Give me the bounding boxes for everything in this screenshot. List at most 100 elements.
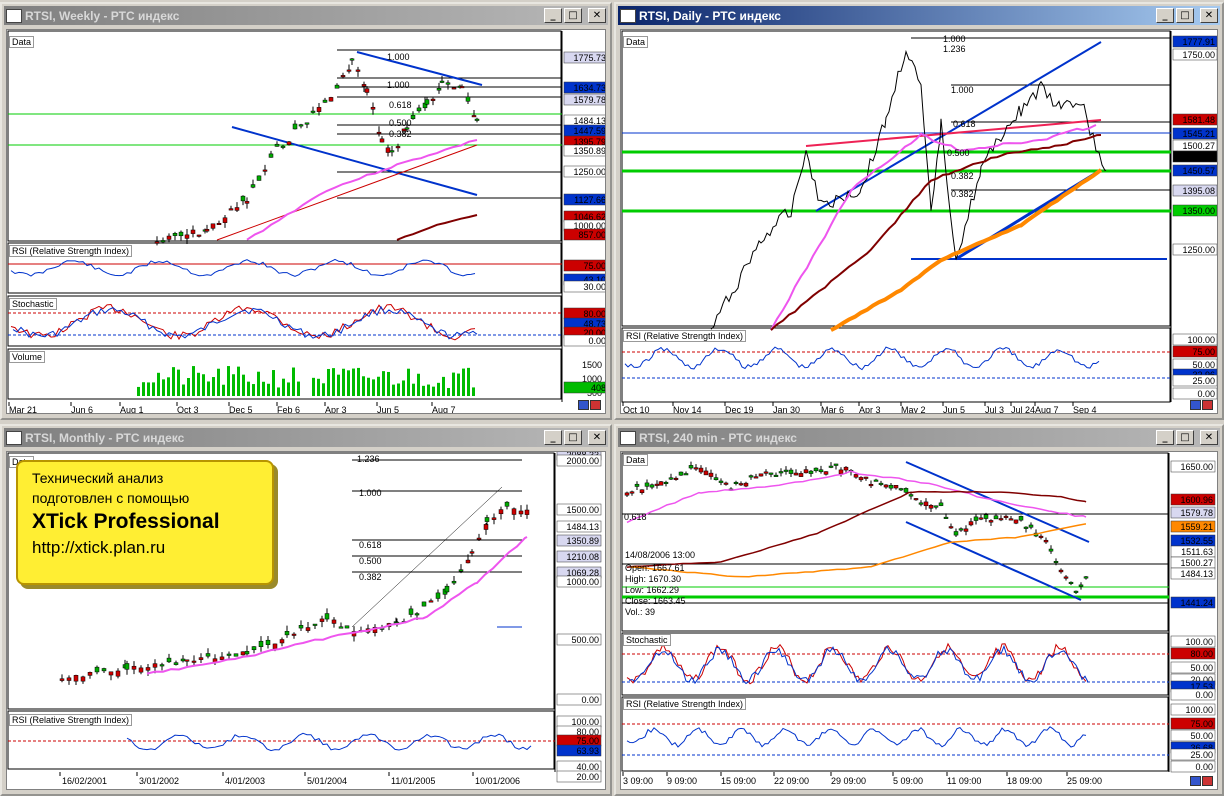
scroll-right-button[interactable] — [1202, 400, 1213, 410]
fib-label: 0.618 — [624, 512, 647, 522]
volume-bar — [212, 377, 215, 396]
price-tick-bg — [556, 454, 602, 467]
scroll-left-button[interactable] — [1190, 776, 1201, 786]
volume-bar — [407, 368, 410, 396]
min240-chart[interactable]: 0.618 1650.00 1600.96 1579.78 1559.21 1532.55… — [620, 451, 1218, 790]
weekly-window[interactable]: RTSI, Weekly - РТС индекс _ □ ✕ 1.000 1.0… — [0, 2, 612, 420]
scroll-left-button[interactable] — [578, 400, 589, 410]
weekly-candle — [316, 107, 322, 112]
weekly-candle — [160, 240, 166, 243]
volume-bar — [442, 376, 445, 396]
monthly-candle — [265, 639, 271, 645]
stoch-tick-bg — [1170, 635, 1216, 648]
min240-candle — [758, 473, 764, 477]
volume-bar — [252, 384, 255, 396]
close-button[interactable]: ✕ — [588, 430, 606, 445]
scroll-right-button[interactable] — [590, 400, 601, 410]
maximize-button[interactable]: □ — [1176, 8, 1194, 23]
volume-bar — [297, 381, 300, 396]
moving-average-maroon — [770, 134, 1102, 331]
monthly-candle — [166, 657, 172, 663]
min240-candle — [1068, 581, 1074, 584]
moving-average-orange — [830, 168, 1103, 332]
price-tick: 1000.00 — [566, 577, 599, 587]
weekly-chart[interactable]: 1.000 1.000 0.618 0.500 0.382 1775.73 1634.73 1… — [6, 29, 606, 414]
min240-candle — [783, 469, 789, 472]
date-tick: Jan 30 — [773, 405, 800, 414]
min240-candle — [913, 498, 919, 501]
maximize-button[interactable]: □ — [1176, 430, 1194, 445]
date-tick: Feb 6 — [277, 405, 300, 414]
weekly-titlebar[interactable]: RTSI, Weekly - РТС индекс _ □ ✕ — [4, 6, 608, 25]
daily-window[interactable]: RTSI, Daily - РТС индекс _ □ ✕ 1.000 1.23… — [614, 2, 1224, 420]
close-button[interactable]: ✕ — [1200, 8, 1218, 23]
date-tick: 18 09:00 — [1007, 776, 1042, 786]
price-tick: 1395.08 — [1182, 186, 1215, 196]
close-button[interactable]: ✕ — [1200, 430, 1218, 445]
minimize-button[interactable]: _ — [1156, 430, 1174, 445]
min240-candle — [818, 469, 824, 473]
panel-frame — [7, 348, 562, 400]
monthly-candle — [284, 631, 290, 636]
min240-window[interactable]: RTSI, 240 min - РТС индекс _ □ ✕ 0.618 16… — [614, 424, 1224, 796]
scroll-right-button[interactable] — [1202, 776, 1213, 786]
date-tick: Sep 4 — [1073, 405, 1097, 414]
volume-bar — [197, 372, 200, 396]
daily-chart[interactable]: 1.000 1.236 1.000 0.618 0.500 0.382 0.382 1777.… — [620, 29, 1218, 414]
panel-frame — [621, 696, 1169, 772]
price-tick: 1581.48 — [1182, 115, 1215, 125]
volume-bar — [287, 382, 290, 396]
ohlc-tooltip: 14/08/2006 13:00 Open: 1667.61 High: 167… — [625, 550, 695, 618]
rsi-tick: 50.00 — [1192, 360, 1215, 370]
price-tick-bg — [1172, 48, 1217, 61]
min240-candle — [933, 505, 939, 508]
min240-candle — [998, 518, 1004, 521]
scroll-left-button[interactable] — [1190, 400, 1201, 410]
price-tick: 1579.78 — [1180, 508, 1213, 518]
volume-bar — [457, 373, 460, 396]
weekly-candle — [250, 184, 256, 188]
fib-label: 0.500 — [947, 148, 970, 158]
weekly-candle — [292, 123, 298, 130]
maximize-button[interactable]: □ — [564, 8, 582, 23]
price-tick-bg — [556, 633, 602, 646]
monthly-candle — [138, 667, 144, 673]
date-tick: 5/01/2004 — [307, 776, 347, 786]
monthly-candle — [251, 646, 257, 651]
min240-candle — [639, 489, 645, 493]
price-tick: 1511.63 — [1181, 547, 1213, 557]
close-button[interactable]: ✕ — [588, 8, 606, 23]
min240-candle — [883, 484, 889, 488]
volume-bar — [362, 376, 365, 396]
price-tick-bg — [563, 81, 605, 94]
minimize-button[interactable]: _ — [544, 430, 562, 445]
monthly-candle — [87, 672, 93, 676]
minimize-button[interactable]: _ — [1156, 8, 1174, 23]
volume-bar — [347, 370, 350, 396]
weekly-candle — [304, 122, 310, 125]
weekly-candle — [349, 58, 355, 61]
min240-candle — [948, 526, 954, 529]
volume-bar — [187, 377, 190, 396]
maximize-button[interactable]: □ — [564, 430, 582, 445]
minimize-button[interactable]: _ — [544, 8, 562, 23]
monthly-titlebar[interactable]: RTSI, Monthly - РТС индекс _ □ ✕ — [4, 428, 608, 447]
volume-bar — [262, 381, 265, 396]
rsi-tick: 25.00 — [1190, 750, 1213, 760]
daily-titlebar[interactable]: RTSI, Daily - РТС индекс _ □ ✕ — [618, 6, 1220, 25]
monthly-window[interactable]: RTSI, Monthly - РТС индекс _ □ ✕ 1.236 1.… — [0, 424, 612, 796]
min240-titlebar[interactable]: RTSI, 240 min - РТС индекс _ □ ✕ — [618, 428, 1220, 447]
min240-candle — [1058, 569, 1064, 573]
monthly-candle — [483, 524, 489, 530]
monthly-chart-svg: 1.2361.0000.6180.5000.3822088.332000.001… — [7, 452, 602, 786]
min240-candle — [1013, 519, 1019, 524]
weekly-candle — [328, 97, 334, 102]
price-tick: 1046.62 — [573, 212, 606, 222]
min240-candle — [813, 467, 819, 472]
volume-bar — [292, 367, 295, 396]
price-tick-bg — [1172, 35, 1217, 48]
min240-candle — [903, 488, 909, 493]
rsi-tick: 50.00 — [1190, 731, 1213, 741]
volume-bar — [157, 372, 160, 396]
volume-bar — [332, 368, 335, 396]
